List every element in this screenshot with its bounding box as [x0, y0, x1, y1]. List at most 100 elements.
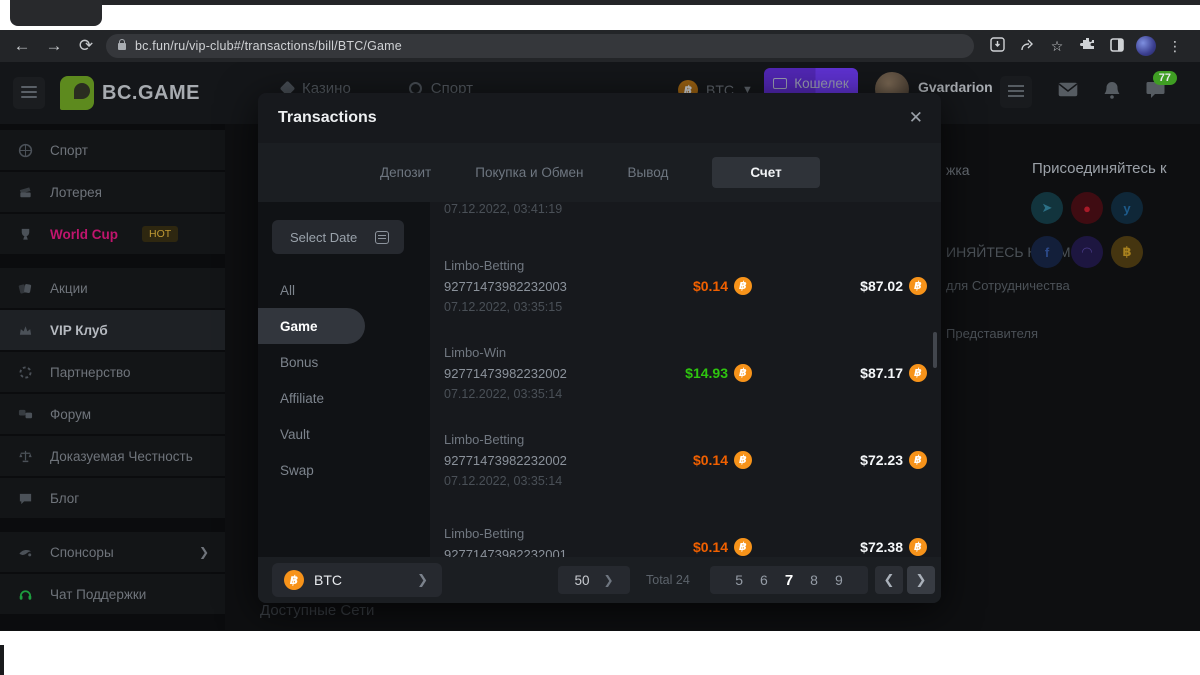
sidebar-item-label: Спорт — [50, 142, 88, 158]
bookmark-star-icon[interactable]: ☆ — [1050, 37, 1064, 54]
lock-icon — [118, 38, 126, 50]
back-icon[interactable]: ← — [13, 36, 31, 55]
page-number-6[interactable]: 6 — [760, 572, 768, 588]
btc-coin-icon: ฿ — [909, 276, 927, 295]
username[interactable]: Gvardarion — [918, 79, 993, 95]
headset-icon — [18, 587, 34, 602]
calendar-icon — [375, 230, 390, 244]
filter-item-swap[interactable]: Swap — [280, 462, 314, 478]
browser-profile-avatar[interactable] — [1136, 36, 1156, 56]
sidebar-item[interactable]: VIP Клуб — [0, 310, 225, 350]
filter-item-vault[interactable]: Vault — [280, 426, 310, 442]
forward-icon[interactable]: → — [45, 36, 63, 55]
facebook-icon[interactable]: f — [1031, 236, 1063, 268]
tab-Счет[interactable]: Счет — [712, 157, 820, 188]
page-number-9[interactable]: 9 — [834, 572, 843, 588]
telegram-icon[interactable]: ➤ — [1031, 192, 1063, 224]
transaction-amount: $0.14 ฿ — [602, 276, 752, 295]
browser-toolbar: ← → ⟳ bc.fun/ru/vip-club#/transactions/b… — [0, 30, 1200, 62]
share-icon[interactable] — [1014, 37, 1040, 55]
transaction-row[interactable]: Limbo-Betting 92771473982232003 07.12.2022… — [430, 242, 941, 329]
transaction-row[interactable]: Limbo-Betting 92771473982232001 $0.14 ฿ $72.… — [430, 503, 941, 557]
sidebar-item-label: Акции — [50, 280, 88, 296]
trophy-icon — [18, 227, 34, 242]
filter-item-bonus[interactable]: Bonus — [280, 354, 319, 370]
sidebar-item[interactable]: Лотерея — [0, 172, 225, 212]
tab-Покупка и Обмен[interactable]: Покупка и Обмен — [475, 165, 584, 180]
representative-fragment: Представителя — [946, 326, 1039, 341]
sidebar-item-label: Лотерея — [50, 184, 102, 200]
tab-Вывод[interactable]: Вывод — [627, 165, 669, 180]
page-number-7[interactable]: 7 — [784, 571, 794, 589]
transaction-name: Limbo-Betting — [444, 431, 525, 447]
sidebar-item-label: Блог — [50, 490, 80, 506]
next-page-button[interactable]: ❯ — [907, 566, 935, 594]
transaction-row[interactable]: Limbo-Win 92771473982232002 07.12.2022, 03… — [430, 329, 941, 416]
sidebar-item[interactable]: Доказуемая Честность — [0, 436, 225, 476]
transaction-date: 07.12.2022, 03:35:15 — [444, 299, 563, 314]
browser-menu-icon[interactable]: ⋮ — [1168, 37, 1182, 54]
scrollbar[interactable] — [933, 332, 937, 368]
sidebar-item[interactable]: Акции — [0, 268, 225, 308]
cat-icon[interactable]: ● — [1071, 192, 1103, 224]
basketball-icon — [18, 143, 34, 158]
btc-coin-icon: ฿ — [284, 570, 304, 590]
chevron-right-icon: ❯ — [198, 545, 209, 559]
tab-Депозит[interactable]: Депозит — [380, 165, 432, 180]
select-date-button[interactable]: Select Date — [272, 220, 404, 254]
btc-coin-icon: ฿ — [734, 276, 752, 295]
sidebar-item[interactable]: Спорт — [0, 130, 225, 170]
page-number-5[interactable]: 5 — [735, 572, 744, 588]
close-icon[interactable]: ✕ — [908, 108, 923, 127]
transaction-date: 07.12.2022, 03:35:14 — [444, 386, 563, 401]
networks-fragment: Доступные Сети — [260, 602, 375, 619]
mail-icon[interactable] — [1058, 82, 1078, 102]
chevron-right-icon: ❯ — [603, 573, 614, 587]
frame-bottom — [0, 631, 1200, 675]
site-logo[interactable]: BC.GAME — [60, 76, 200, 110]
sidebar-item-label: VIP Клуб — [50, 322, 108, 338]
discord-icon[interactable]: ◠ — [1071, 236, 1103, 268]
sidebar-item[interactable]: Блог — [0, 478, 225, 518]
url-text: bc.fun/ru/vip-club#/transactions/bill/BT… — [135, 39, 402, 53]
sidebar-item[interactable]: Спонсоры ❯ — [0, 532, 225, 572]
sidebar-item[interactable]: Форум — [0, 394, 225, 434]
ticket-icon — [18, 185, 34, 200]
fairness-icon — [18, 449, 34, 464]
hamburger-menu-icon[interactable] — [13, 77, 45, 109]
filter-item-all[interactable]: All — [280, 282, 296, 298]
filter-item-affiliate[interactable]: Affiliate — [280, 390, 325, 406]
transaction-amount: $14.93 ฿ — [602, 363, 752, 382]
page-number-8[interactable]: 8 — [810, 572, 818, 588]
side-panel-icon[interactable] — [1104, 37, 1130, 55]
transaction-info: Limbo-Betting 92771473982232001 — [444, 526, 602, 558]
page-size-button[interactable]: 50 ❯ — [558, 566, 630, 594]
tags-icon — [18, 281, 34, 296]
sidebar-item-label: Доказуемая Честность — [50, 448, 193, 464]
prev-page-button[interactable]: ❮ — [875, 566, 903, 594]
transaction-id: 92771473982232001 — [444, 546, 567, 558]
sidebar-item[interactable]: Чат Поддержки — [0, 574, 225, 614]
nav-casino[interactable]: Казино — [279, 80, 351, 97]
sidebar-item[interactable]: Партнерство — [0, 352, 225, 392]
transaction-row[interactable]: Limbo-Betting 92771473982232002 07.12.2022… — [430, 416, 941, 503]
transaction-balance: $87.02 ฿ — [752, 276, 927, 295]
save-page-icon[interactable] — [984, 37, 1010, 55]
twitter-icon[interactable]: y — [1111, 192, 1143, 224]
chat-icon[interactable]: 77 — [1146, 71, 1177, 103]
currency-select-button[interactable]: ฿ BTC ❯ — [272, 563, 442, 597]
extensions-puzzle-icon[interactable] — [1074, 37, 1100, 55]
wallet-icon — [773, 78, 788, 89]
bell-icon[interactable] — [1104, 81, 1120, 104]
chat-badge: 77 — [1152, 71, 1177, 85]
address-bar[interactable]: bc.fun/ru/vip-club#/transactions/bill/BT… — [106, 34, 974, 58]
list-menu-icon[interactable] — [1000, 76, 1032, 108]
filter-item-game[interactable]: Game — [258, 308, 365, 344]
transaction-info: Limbo-Betting 92771473982232002 07.12.2022… — [444, 432, 602, 488]
bitcointalk-icon[interactable]: ฿ — [1111, 236, 1143, 268]
sidebar-item[interactable]: World Cup HOT — [0, 214, 225, 254]
frame-top-bar — [95, 0, 1200, 5]
reload-icon[interactable]: ⟳ — [78, 36, 94, 55]
crown-icon — [18, 323, 34, 338]
